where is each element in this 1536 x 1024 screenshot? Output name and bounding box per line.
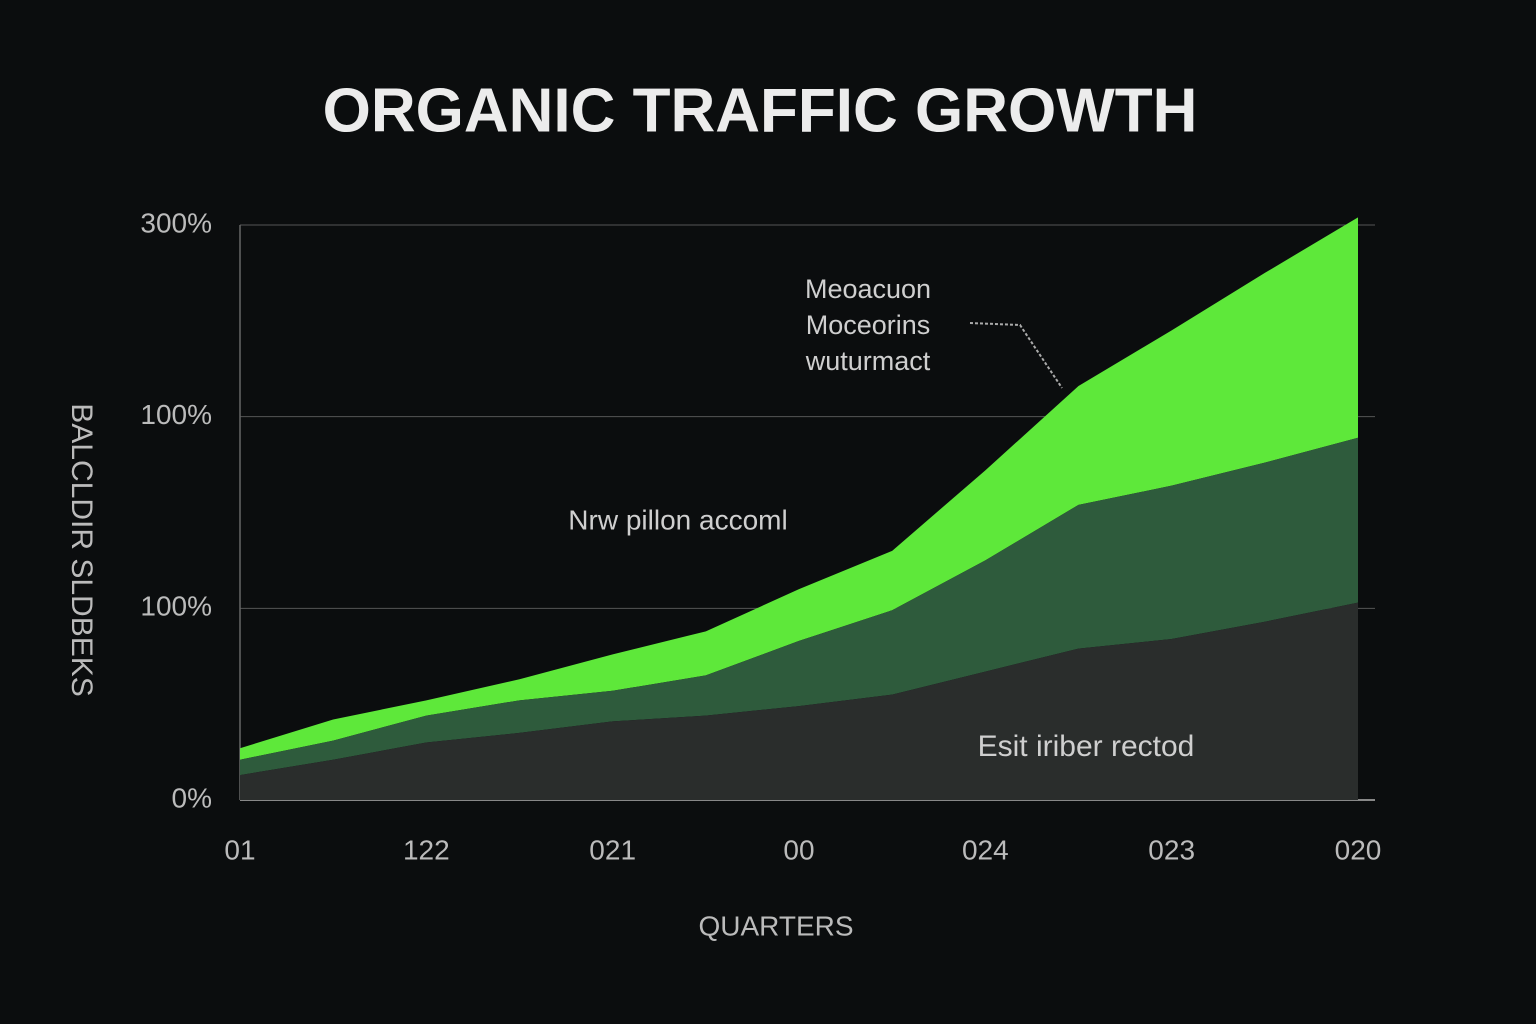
annotation: wuturmact	[805, 346, 931, 376]
x-axis-label: QUARTERS	[698, 910, 853, 941]
x-tick-label: 024	[962, 834, 1009, 865]
annotation: Meoacuon	[805, 274, 931, 304]
x-tick-label: 01	[224, 834, 255, 865]
y-tick-label: 300%	[140, 207, 212, 238]
annotation: Esit iriber rectod	[978, 730, 1195, 763]
annotation: Nrw pillon accoml	[568, 504, 787, 535]
area	[240, 437, 1358, 776]
y-tick-label: 100%	[140, 399, 212, 430]
annotation: Moceorins	[806, 310, 931, 340]
x-tick-label: 023	[1148, 834, 1195, 865]
area	[240, 217, 1358, 760]
x-tick-label: 021	[589, 834, 636, 865]
chart-title: ORGANIC TRAFFIC GROWTH	[323, 76, 1198, 145]
y-tick-label: 0%	[172, 782, 212, 813]
x-tick-label: 020	[1335, 834, 1382, 865]
x-tick-label: 00	[783, 834, 814, 865]
area	[240, 602, 1358, 800]
x-tick-label: 122	[403, 834, 450, 865]
annotation-leader	[969, 322, 1063, 389]
y-axis-label: BALCLDIR SLDBEKS	[65, 403, 98, 696]
y-tick-label: 100%	[140, 591, 212, 622]
